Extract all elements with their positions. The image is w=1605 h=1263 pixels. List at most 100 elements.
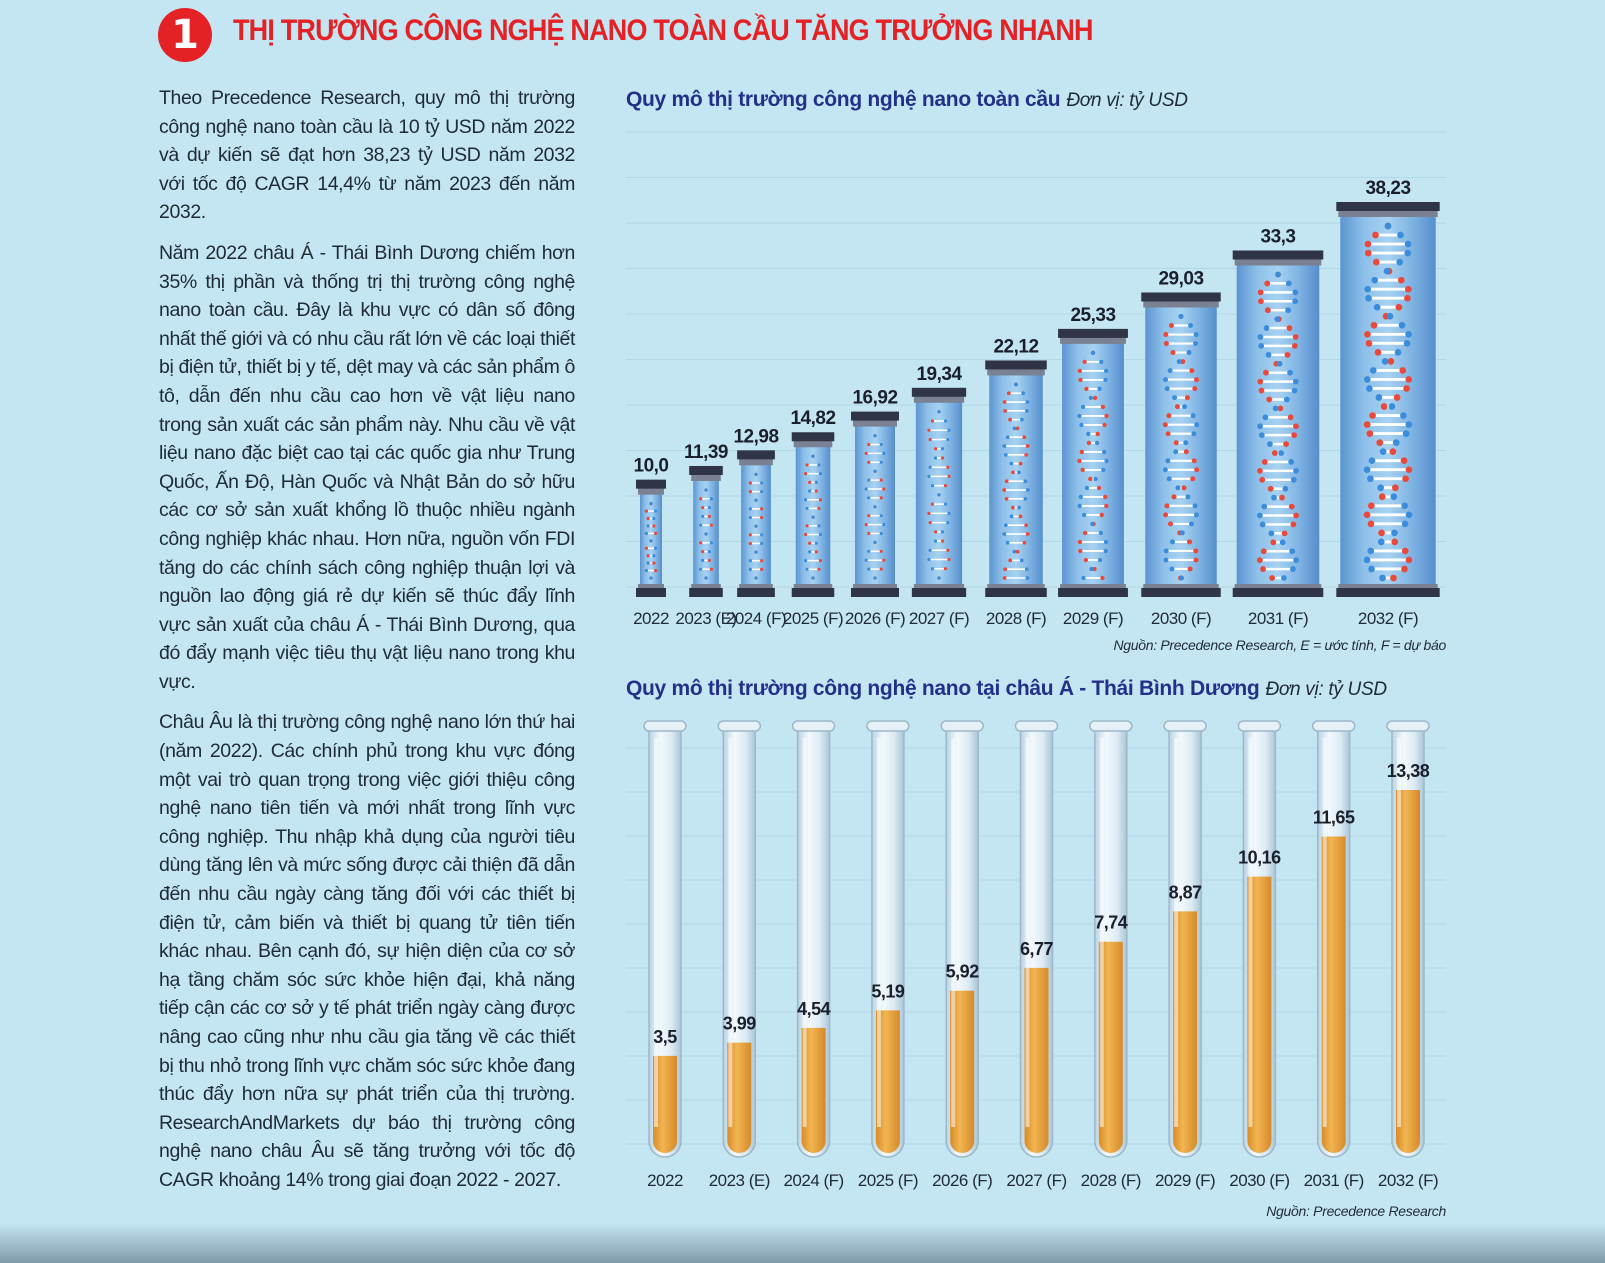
chart1-dna-node [933, 447, 938, 451]
chart1-dna-node [1369, 367, 1377, 374]
chart1-dna-node [1389, 448, 1397, 455]
chart2-category-label: 2031 (F) [1304, 1171, 1364, 1190]
chart1-value-label: 25,33 [1070, 305, 1115, 326]
chart2-tube-liquid [801, 1027, 826, 1153]
chart1-bar-base [791, 588, 835, 597]
chart1-dna-node [1078, 377, 1083, 383]
chart2-category-label: 2026 (F) [932, 1171, 992, 1190]
chart1-dna-node [1190, 476, 1196, 482]
chart1-dna-node [937, 576, 941, 580]
chart1-dna-node [1381, 358, 1389, 365]
chart1-dna-node [946, 520, 950, 525]
chart1-dna-node [1256, 557, 1263, 564]
chart2-tube-rim [1311, 720, 1356, 732]
chart1-bar-base [911, 588, 967, 597]
chart1-dna-node [1163, 332, 1169, 338]
chart1-dna-node [1006, 391, 1011, 396]
chart1-dna-node [1392, 439, 1400, 446]
chart1-dna-node [1014, 382, 1018, 387]
chart1-dna-node [1256, 512, 1263, 519]
chart1-dna-node [1372, 231, 1379, 239]
chart1-bar-cap [791, 432, 835, 442]
chart1-bar-glass [693, 475, 719, 584]
chart2-tube-highlight [654, 738, 658, 1127]
chart1-category-label: 2022 [633, 609, 669, 628]
chart1-dna-node [1375, 394, 1383, 401]
chart1-dna-node [1263, 325, 1270, 331]
chart1-dna-node [1023, 496, 1028, 501]
chart1-bar-glass [989, 370, 1043, 584]
chart2-tube-rim [1386, 720, 1430, 732]
chart1-dna-node [879, 549, 883, 553]
chart1-dna-node [803, 498, 808, 502]
chart1-dna-node [1167, 368, 1173, 374]
chart1-dna-node [1405, 376, 1413, 383]
chart1-bar-cap [851, 411, 899, 421]
chart1-dna-node [1405, 466, 1413, 474]
chart1-dna-node [1008, 558, 1013, 563]
chart2-value-label: 10,16 [1238, 848, 1281, 868]
chart1-dna-node [1401, 520, 1409, 528]
chart1-dna-node [882, 558, 886, 562]
chart1-dna-node [882, 487, 886, 491]
chart1-dna-node [1279, 539, 1286, 546]
chart1-dna-node [1077, 458, 1082, 464]
chart2-tube-rim [1163, 720, 1207, 732]
chart1-dna-node [1403, 339, 1411, 347]
chart2-value-label: 8,87 [1169, 882, 1203, 902]
chart1-dna-node [1373, 303, 1381, 311]
chart1-dna-node [1261, 503, 1268, 510]
chart1-dna-node [1090, 350, 1096, 356]
chart1-dna-node [748, 567, 752, 571]
chart1-dna-node [817, 567, 821, 571]
chart1-dna-node [1184, 395, 1190, 401]
chart1-dna-node [707, 505, 711, 510]
chart1-dna-node [947, 557, 951, 562]
chart1-dna-node [946, 548, 950, 552]
chart1-dna-node [1271, 450, 1278, 456]
chart1-bar [911, 387, 967, 597]
chart1-dna-node [1185, 494, 1191, 500]
chart1-dna-node [644, 568, 648, 573]
chart1-dna-node [1402, 475, 1409, 483]
chart1-dna-node [940, 539, 945, 543]
chart1-dna-node [1089, 566, 1094, 572]
chart1-dna-node [1088, 395, 1094, 401]
chart2-bar [1089, 720, 1133, 1158]
chart2-title-text: Quy mô thị trường công nghệ nano tại châ… [626, 677, 1260, 700]
chart1-dna-node [867, 531, 871, 536]
chart1-dna-node [946, 465, 950, 469]
chart1-value-label: 29,03 [1158, 268, 1203, 289]
chart1-bar-base [1232, 588, 1324, 597]
chart1-dna-node [873, 433, 877, 438]
chart1-dna-node [1403, 385, 1410, 392]
chart1-dna-node [1368, 565, 1375, 573]
chart1-dna-node [1017, 470, 1021, 475]
chart2-category-label: 2032 (F) [1378, 1171, 1438, 1190]
chart1-dna-node [873, 540, 877, 544]
chart1-dna-node [704, 576, 708, 580]
chart1-dna-node [1366, 385, 1373, 392]
article-text: Theo Precedence Research, quy mô thị trư… [159, 84, 575, 1207]
chart2-tube-highlight [728, 738, 733, 1127]
chart1-bar-cap [1336, 202, 1440, 211]
chart2-value-label: 5,92 [946, 962, 980, 982]
chart1-dna-node [1104, 368, 1109, 374]
chart1-dna-node [933, 539, 938, 543]
chart1-dna-node [1405, 421, 1413, 428]
chart1-dna-node [1024, 523, 1029, 528]
chart2-bar [1163, 720, 1207, 1158]
chart1-dna-node [1369, 412, 1376, 419]
chart1-dna-node [1082, 359, 1087, 365]
chart1-bar-cap [911, 387, 967, 397]
chart1-dna-node [1103, 377, 1108, 383]
chart1-dna-node [867, 460, 871, 464]
chart1-dna-node [1103, 548, 1108, 554]
chart1-dna-node [1292, 289, 1299, 296]
chart2-tube-liquid [1024, 967, 1049, 1153]
chart1-bar-base-rim [739, 584, 773, 588]
chart1-bar-base-rim [793, 584, 833, 588]
chart1-dna-node [1364, 330, 1371, 338]
chart1-dna-node [1292, 378, 1299, 385]
